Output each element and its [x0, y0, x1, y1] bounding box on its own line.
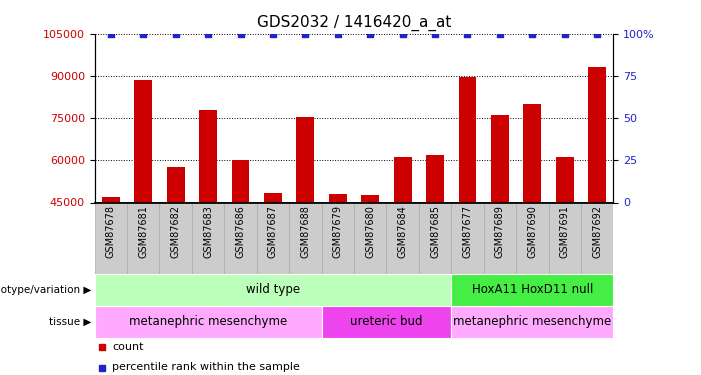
Bar	[556, 158, 573, 329]
Bar	[451, 274, 613, 306]
Text: GSM87681: GSM87681	[138, 205, 149, 258]
Text: wild type: wild type	[246, 283, 300, 296]
Point	[592, 31, 603, 37]
Bar	[102, 197, 120, 329]
Bar	[95, 274, 451, 306]
Point	[105, 31, 116, 37]
Text: metanephric mesenchyme: metanephric mesenchyme	[454, 315, 611, 328]
Text: metanephric mesenchyme: metanephric mesenchyme	[129, 315, 287, 328]
Bar	[95, 202, 127, 274]
Bar	[491, 116, 509, 329]
Point	[170, 31, 182, 37]
Point	[494, 31, 505, 37]
Bar	[160, 202, 192, 274]
Text: GSM87677: GSM87677	[463, 205, 472, 258]
Text: GSM87687: GSM87687	[268, 205, 278, 258]
Text: GSM87685: GSM87685	[430, 205, 440, 258]
Text: GSM87692: GSM87692	[592, 205, 602, 258]
Text: count: count	[112, 342, 144, 352]
Bar	[264, 193, 282, 329]
Text: GSM87680: GSM87680	[365, 205, 375, 258]
Bar	[95, 306, 322, 338]
Point	[559, 31, 571, 37]
Bar	[516, 202, 549, 274]
Text: GSM87688: GSM87688	[300, 205, 311, 258]
Bar	[135, 80, 152, 329]
Bar	[524, 104, 541, 329]
Bar	[549, 202, 581, 274]
Point	[203, 31, 214, 37]
Text: GSM87682: GSM87682	[170, 205, 181, 258]
Text: percentile rank within the sample: percentile rank within the sample	[112, 363, 300, 372]
Text: genotype/variation ▶: genotype/variation ▶	[0, 285, 91, 295]
Bar	[418, 202, 451, 274]
Bar	[386, 202, 418, 274]
Bar	[426, 154, 444, 329]
Text: GSM87686: GSM87686	[236, 205, 245, 258]
Point	[397, 31, 408, 37]
Bar	[167, 167, 184, 329]
Point	[137, 31, 149, 37]
Bar	[394, 158, 411, 329]
Title: GDS2032 / 1416420_a_at: GDS2032 / 1416420_a_at	[257, 15, 451, 31]
Bar	[199, 110, 217, 329]
Bar	[458, 77, 477, 329]
Bar	[588, 68, 606, 329]
Text: GSM87684: GSM87684	[397, 205, 408, 258]
Bar	[322, 202, 354, 274]
Text: HoxA11 HoxD11 null: HoxA11 HoxD11 null	[472, 283, 593, 296]
Bar	[257, 202, 290, 274]
Point	[235, 31, 246, 37]
Text: ureteric bud: ureteric bud	[350, 315, 423, 328]
Bar	[322, 306, 451, 338]
Bar	[290, 202, 322, 274]
Text: GSM87678: GSM87678	[106, 205, 116, 258]
Bar	[581, 202, 613, 274]
Bar	[329, 194, 347, 329]
Point	[430, 31, 441, 37]
Point	[332, 31, 343, 37]
Text: GSM87691: GSM87691	[559, 205, 570, 258]
Point	[462, 31, 473, 37]
Point	[365, 31, 376, 37]
Bar	[224, 202, 257, 274]
Bar	[297, 117, 314, 329]
Text: GSM87689: GSM87689	[495, 205, 505, 258]
Bar	[231, 160, 250, 329]
Text: GSM87679: GSM87679	[333, 205, 343, 258]
Bar	[127, 202, 160, 274]
Bar	[451, 306, 613, 338]
Bar	[451, 202, 484, 274]
Text: GSM87690: GSM87690	[527, 205, 538, 258]
Point	[300, 31, 311, 37]
Bar	[361, 195, 379, 329]
Text: GSM87683: GSM87683	[203, 205, 213, 258]
Text: tissue ▶: tissue ▶	[49, 316, 91, 327]
Bar	[484, 202, 516, 274]
Bar	[354, 202, 386, 274]
Bar	[192, 202, 224, 274]
Point	[526, 31, 538, 37]
Point	[267, 31, 278, 37]
